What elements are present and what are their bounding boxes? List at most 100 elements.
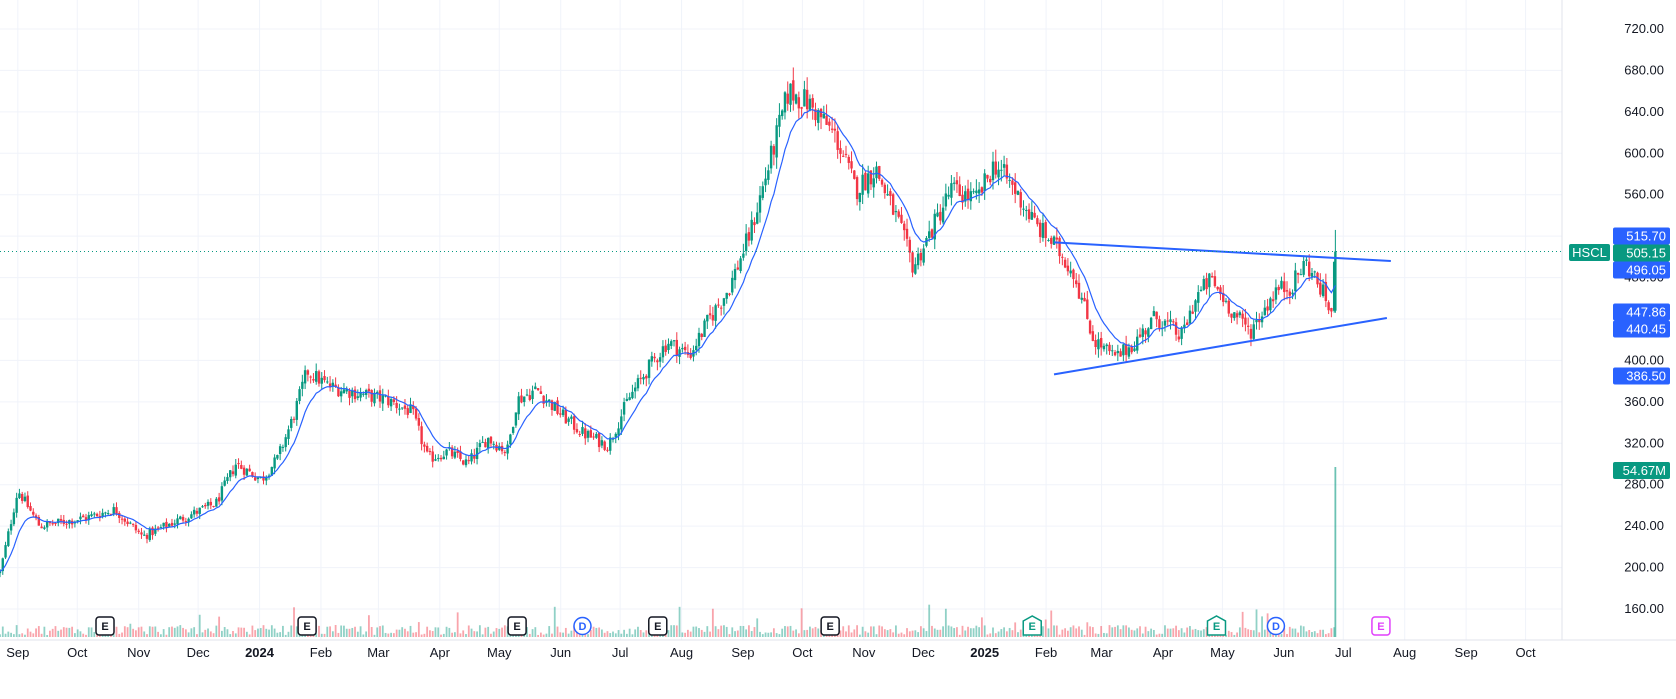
candle xyxy=(137,528,140,534)
candle xyxy=(453,445,457,460)
volume-bar xyxy=(811,628,814,637)
price-tick-label: 640.00 xyxy=(1624,104,1664,119)
volume-bar xyxy=(115,626,118,637)
trendline-lower[interactable] xyxy=(1053,316,1388,376)
volume-bar xyxy=(398,629,401,637)
volume-bar xyxy=(883,629,886,637)
time-tick-label: Oct xyxy=(1515,645,1536,660)
volume-bar xyxy=(720,625,723,637)
volume-bar xyxy=(1258,632,1261,637)
earnings-marker[interactable]: E xyxy=(648,616,668,636)
volume-bar xyxy=(1244,627,1247,637)
volume-bar xyxy=(950,626,953,637)
candle xyxy=(717,298,720,308)
candle xyxy=(167,522,171,528)
time-axis[interactable]: Sep Oct Nov Dec 2024 Feb Mar Apr May Jun Jul Aug Sep… xyxy=(6,645,1536,660)
volume-bar xyxy=(123,626,126,637)
volume-bar xyxy=(1100,626,1103,637)
volume-bar xyxy=(723,625,725,637)
price-tick-label: 600.00 xyxy=(1624,145,1664,160)
candle xyxy=(389,396,393,411)
candle xyxy=(800,106,803,117)
earnings-marker[interactable]: E xyxy=(297,616,317,636)
volume-bar xyxy=(29,631,32,637)
volume-bar xyxy=(1261,616,1263,637)
candle xyxy=(548,399,551,407)
volume-bar xyxy=(606,631,609,637)
candle xyxy=(226,473,229,484)
earnings-marker[interactable]: E xyxy=(820,616,840,636)
volume-bar xyxy=(989,633,992,637)
volume-bar xyxy=(614,633,617,637)
earnings-marker[interactable]: E xyxy=(1371,616,1391,636)
candle xyxy=(140,527,143,539)
volume-bar xyxy=(1288,626,1291,637)
candle xyxy=(179,515,182,520)
volume-bar xyxy=(187,632,190,637)
volume-bar xyxy=(919,626,922,637)
candle xyxy=(645,374,648,387)
candle xyxy=(326,376,329,384)
volume-bar xyxy=(243,627,245,637)
candle xyxy=(1047,238,1050,242)
candle xyxy=(575,423,579,434)
candle xyxy=(595,431,598,439)
volume-bar xyxy=(1227,630,1230,637)
candle xyxy=(62,514,65,527)
candle xyxy=(797,91,801,119)
candle xyxy=(1036,215,1039,227)
volume-bar xyxy=(711,608,714,637)
volume-bar xyxy=(451,632,454,637)
volume-bar xyxy=(842,626,845,637)
candle xyxy=(1108,342,1111,355)
volume-bar xyxy=(1136,628,1139,637)
volume-bar xyxy=(229,634,232,637)
candle xyxy=(772,144,776,166)
candle xyxy=(1138,327,1142,339)
trendlines[interactable] xyxy=(1053,241,1391,376)
candle xyxy=(597,432,601,453)
volume-bar xyxy=(1319,629,1322,637)
candle xyxy=(742,243,745,261)
trendline-upper[interactable] xyxy=(1053,241,1391,262)
earnings-marker[interactable]: E xyxy=(1206,615,1227,636)
dividend-marker[interactable]: D xyxy=(573,616,592,636)
candle xyxy=(966,179,970,209)
candle xyxy=(1255,311,1258,330)
volume-bar xyxy=(1166,628,1169,637)
candle xyxy=(1285,281,1289,300)
volume-bar xyxy=(609,633,612,637)
earnings-marker[interactable]: E xyxy=(95,616,115,636)
candle xyxy=(731,270,734,296)
volume-bar xyxy=(1316,633,1319,637)
volume-bar xyxy=(775,633,778,637)
candle xyxy=(486,437,490,454)
volume-bar xyxy=(126,627,129,637)
volume-bar xyxy=(742,625,745,637)
candle xyxy=(1169,310,1172,330)
candle xyxy=(98,510,102,522)
volume-bar xyxy=(944,608,947,637)
earnings-marker[interactable]: E xyxy=(507,616,527,636)
candle xyxy=(534,382,537,390)
volume-bar xyxy=(956,627,958,637)
volume-bar xyxy=(631,634,634,637)
volume-bar xyxy=(295,626,298,637)
candle xyxy=(143,530,146,537)
volume-bar xyxy=(387,633,390,637)
candle xyxy=(192,506,196,518)
candle xyxy=(905,218,909,247)
volume-bar xyxy=(997,631,1000,637)
volume-bar xyxy=(601,629,603,637)
volume-bar xyxy=(983,625,986,637)
volume-bar xyxy=(809,626,811,637)
volume-bar xyxy=(714,626,717,637)
dividend-marker[interactable]: D xyxy=(1266,616,1286,636)
volume-bar xyxy=(803,630,806,637)
volume-bar xyxy=(620,633,623,637)
earnings-marker[interactable]: E xyxy=(1022,615,1042,636)
volume-bar xyxy=(1322,629,1324,637)
